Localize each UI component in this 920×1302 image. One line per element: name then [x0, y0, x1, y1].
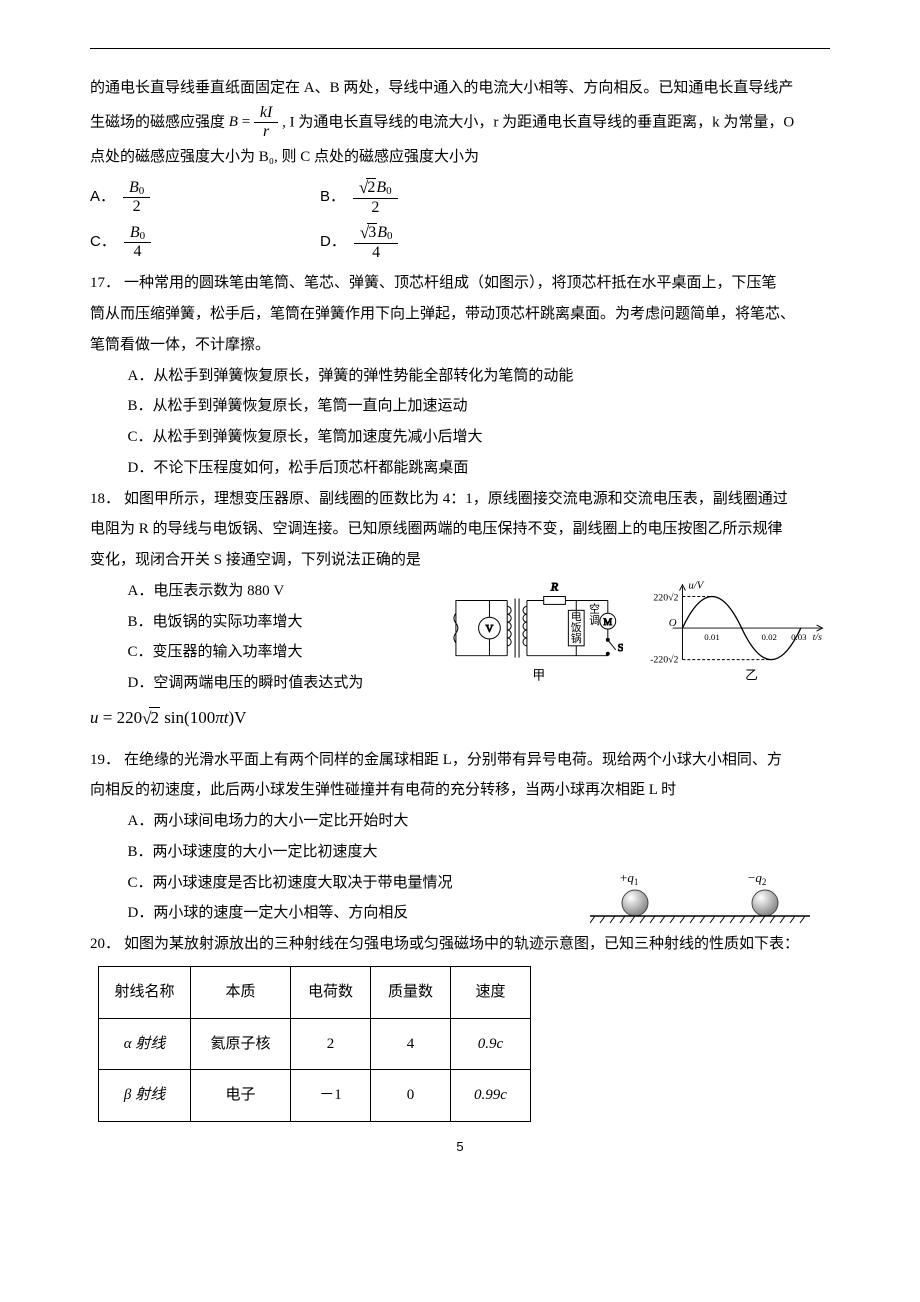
svg-text:甲: 甲	[532, 668, 545, 682]
td: 2	[291, 1018, 371, 1070]
q16-opts-row1: A． B0 2 B． √2B0 2	[90, 178, 830, 217]
svg-text:0.03: 0.03	[791, 632, 807, 642]
table-row: β 射线 电子 －1 0 0.99c	[99, 1070, 531, 1122]
q16-opt-b: B． √2B0 2	[320, 178, 620, 217]
q16-opts-row2: C． B0 4 D． √3B0 4	[90, 223, 830, 262]
table-header-row: 射线名称 本质 电荷数 质量数 速度	[99, 966, 531, 1018]
frac: √2B0 2	[353, 178, 398, 217]
th: 射线名称	[99, 966, 191, 1018]
table-row: α 射线 氦原子核 2 4 0.9c	[99, 1018, 531, 1070]
q16-line2: 生磁场的磁感应强度 B = kIr , I 为通电长直导线的电流大小，r 为距通…	[90, 104, 830, 142]
q18-num: 18．	[90, 491, 120, 507]
top-rule	[90, 48, 830, 49]
q19-stem-l1: 19．在绝缘的光滑水平面上有两个同样的金属球相距 L，分别带有异号电荷。现给两个…	[90, 745, 830, 776]
svg-text:-220√2: -220√2	[650, 654, 678, 665]
svg-text:锅: 锅	[571, 632, 582, 645]
q20-stem: 20．如图为某放射源放出的三种射线在匀强电场或匀强磁场中的轨迹示意图，已知三种射…	[90, 929, 830, 960]
q19-opt-b: B．两小球速度的大小一定比初速度大	[90, 837, 830, 868]
svg-text:调: 调	[589, 614, 600, 627]
page-number: 5	[90, 1134, 830, 1161]
td: 0	[371, 1070, 451, 1122]
td: β 射线	[99, 1070, 191, 1122]
q18-figure: V R	[450, 578, 830, 688]
q19-num: 19．	[90, 752, 120, 768]
svg-text:u/V: u/V	[688, 579, 704, 591]
q16-opt-a: A． B0 2	[90, 178, 320, 217]
frac: B0 4	[124, 224, 151, 262]
svg-text:乙: 乙	[745, 668, 758, 682]
q19-opt-a: A．两小球间电场力的大小一定比开始时大	[90, 806, 830, 837]
svg-text:t/s: t/s	[812, 632, 821, 643]
q16-l2-post: , I 为通电长直导线的电流大小，r 为距通电长直导线的垂直距离，k 为常量，O	[282, 114, 794, 130]
svg-text:220√2: 220√2	[653, 592, 678, 603]
q17-stem-l3: 笔筒看做一体，不计摩擦。	[90, 330, 830, 361]
td: 电子	[191, 1070, 291, 1122]
frac: B0 2	[123, 179, 150, 217]
td: 0.99c	[451, 1070, 531, 1122]
svg-text:M: M	[603, 617, 612, 628]
q20-num: 20．	[90, 936, 120, 952]
q17-opt-b: B．从松手到弹簧恢复原长，笔筒一直向上加速运动	[90, 391, 830, 422]
svg-text:−q2: −q2	[748, 870, 766, 887]
q17-opt-c: C．从松手到弹簧恢复原长，笔筒加速度先减小后增大	[90, 422, 830, 453]
q17-stem-l1: 17．一种常用的圆珠笔由笔筒、笔芯、弹簧、顶芯杆组成（如图示），将顶芯杆抵在水平…	[90, 268, 830, 299]
q16-l2-pre: 生磁场的磁感应强度	[90, 114, 229, 130]
svg-text:+q1: +q1	[620, 870, 638, 887]
q17-opt-d: D．不论下压程度如何，松手后顶芯杆都能跳离桌面	[90, 453, 830, 484]
q18-circuit-svg: V R	[450, 578, 623, 688]
td: α 射线	[99, 1018, 191, 1070]
q18-stem-l1: 18．如图甲所示，理想变压器原、副线圈的匝数比为 4：1，原线圈接交流电源和交流…	[90, 484, 830, 515]
q16-formula: B = kIr	[229, 114, 282, 130]
q20-table: 射线名称 本质 电荷数 质量数 速度 α 射线 氦原子核 2 4 0.9c β …	[98, 966, 531, 1122]
opt-letter: C．	[90, 227, 116, 258]
q16-opt-d: D． √3B0 4	[320, 223, 620, 262]
opt-letter: B．	[320, 182, 345, 213]
svg-text:O: O	[668, 617, 676, 629]
th: 速度	[451, 966, 531, 1018]
q17-num: 17．	[90, 275, 120, 291]
svg-text:S: S	[618, 642, 623, 654]
q18-equation: u = 220√2 sin(100πt)V	[90, 701, 830, 737]
td: 0.9c	[451, 1018, 531, 1070]
svg-text:空: 空	[589, 601, 600, 615]
q19-figure: +q1 −q2	[590, 868, 810, 928]
th: 电荷数	[291, 966, 371, 1018]
q18-graph-svg: u/V 220√2 -220√2 O 0.01 0.02 0.03 t/s 乙	[643, 578, 830, 688]
svg-text:0.02: 0.02	[761, 632, 777, 642]
q18-body: A．电压表示数为 880 V B．电饭锅的实际功率增大 C．变压器的输入功率增大…	[90, 576, 830, 699]
svg-text:0.01: 0.01	[704, 632, 720, 642]
q18-stem-l2: 电阻为 R 的导线与电饭锅、空调连接。已知原线圈两端的电压保持不变，副线圈上的电…	[90, 514, 830, 545]
opt-letter: D．	[320, 227, 346, 258]
q19-stem-l2: 向相反的初速度，此后两小球发生弹性碰撞并有电荷的充分转移，当两小球再次相距 L …	[90, 775, 830, 806]
td: 4	[371, 1018, 451, 1070]
th: 本质	[191, 966, 291, 1018]
q16-line1: 的通电长直导线垂直纸面固定在 A、B 两处，导线中通入的电流大小相等、方向相反。…	[90, 73, 830, 104]
svg-text:R: R	[550, 579, 559, 593]
q17-stem-l2: 筒从而压缩弹簧，松手后，笔筒在弹簧作用下向上弹起，带动顶芯杆跳离桌面。为考虑问题…	[90, 299, 830, 330]
td: 氦原子核	[191, 1018, 291, 1070]
td: －1	[291, 1070, 371, 1122]
q18-stem-l3: 变化，现闭合开关 S 接通空调，下列说法正确的是	[90, 545, 830, 576]
q16-line3: 点处的磁感应强度大小为 B₀, 则 C 点处的磁感应强度大小为	[90, 142, 830, 173]
frac: √3B0 4	[354, 223, 399, 262]
th: 质量数	[371, 966, 451, 1018]
q19-body: A．两小球间电场力的大小一定比开始时大 B．两小球速度的大小一定比初速度大 C．…	[90, 806, 830, 929]
svg-text:V: V	[486, 623, 494, 635]
q16-opt-c: C． B0 4	[90, 223, 320, 262]
q19-svg: +q1 −q2	[590, 868, 810, 928]
q17-opt-a: A．从松手到弹簧恢复原长，弹簧的弹性势能全部转化为笔筒的动能	[90, 361, 830, 392]
opt-letter: A．	[90, 182, 115, 213]
